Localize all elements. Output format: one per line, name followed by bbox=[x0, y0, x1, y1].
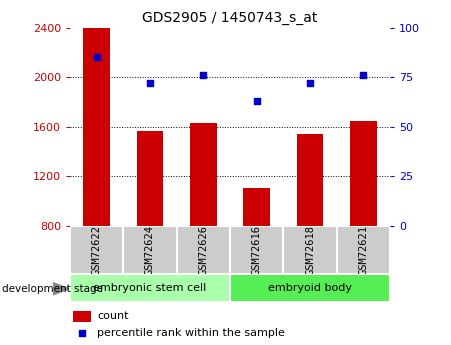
Bar bbox=[190, 123, 216, 226]
Bar bbox=[230, 226, 283, 274]
Polygon shape bbox=[53, 283, 69, 295]
Point bbox=[78, 331, 86, 336]
Point bbox=[200, 72, 207, 78]
Text: embryoid body: embryoid body bbox=[268, 283, 352, 293]
Point bbox=[146, 80, 153, 86]
Bar bbox=[337, 226, 390, 274]
Title: GDS2905 / 1450743_s_at: GDS2905 / 1450743_s_at bbox=[143, 11, 318, 25]
Bar bbox=[83, 28, 110, 226]
Point bbox=[360, 72, 367, 78]
Bar bbox=[283, 226, 337, 274]
Bar bbox=[123, 226, 177, 274]
Text: GSM72621: GSM72621 bbox=[359, 225, 368, 275]
Bar bbox=[137, 130, 163, 226]
Text: percentile rank within the sample: percentile rank within the sample bbox=[97, 328, 285, 338]
Text: GSM72616: GSM72616 bbox=[252, 225, 262, 275]
Text: count: count bbox=[97, 311, 129, 321]
Text: GSM72626: GSM72626 bbox=[198, 225, 208, 275]
Bar bbox=[230, 274, 390, 302]
Point bbox=[93, 55, 100, 60]
Bar bbox=[350, 121, 377, 226]
Point bbox=[253, 98, 260, 104]
Text: GSM72618: GSM72618 bbox=[305, 225, 315, 275]
Bar bbox=[297, 134, 323, 226]
Bar bbox=[70, 274, 230, 302]
Bar bbox=[177, 226, 230, 274]
Bar bbox=[244, 188, 270, 226]
Text: GSM72622: GSM72622 bbox=[92, 225, 101, 275]
Text: embryonic stem cell: embryonic stem cell bbox=[93, 283, 207, 293]
Point bbox=[307, 80, 314, 86]
Text: development stage: development stage bbox=[2, 284, 103, 294]
Bar bbox=[73, 310, 91, 322]
Text: GSM72624: GSM72624 bbox=[145, 225, 155, 275]
Bar bbox=[70, 226, 123, 274]
